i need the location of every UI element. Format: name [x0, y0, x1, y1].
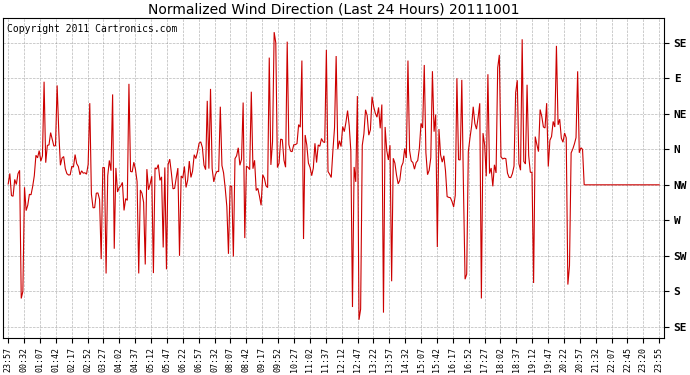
Title: Normalized Wind Direction (Last 24 Hours) 20111001: Normalized Wind Direction (Last 24 Hours… [148, 3, 520, 17]
Text: Copyright 2011 Cartronics.com: Copyright 2011 Cartronics.com [7, 24, 177, 34]
